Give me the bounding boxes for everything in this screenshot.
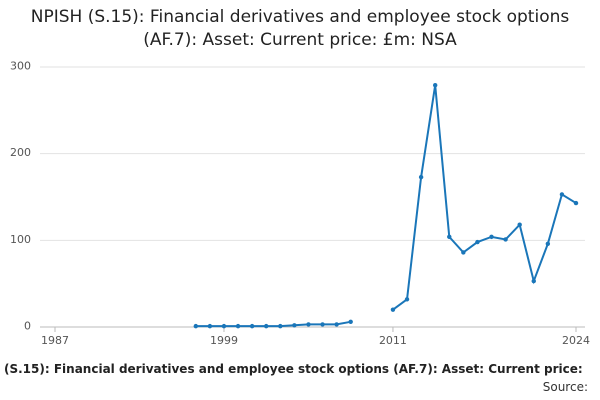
point (235, 323, 241, 329)
point (193, 323, 199, 329)
point (531, 278, 536, 284)
point (390, 307, 396, 312)
point (447, 234, 452, 240)
point (573, 200, 579, 206)
y-tick-label: 300 (10, 60, 31, 73)
point (348, 319, 353, 324)
point (320, 322, 325, 327)
point (503, 237, 508, 242)
line (195, 85, 577, 328)
point (221, 323, 227, 329)
y-tick-label: 0 (24, 320, 31, 333)
point (489, 234, 494, 240)
point (249, 323, 255, 329)
source: Source: (542, 380, 588, 394)
x-tick-label: 1987 (41, 334, 69, 347)
chart-title: NPISH (S.15): Financial derivatives and … (30, 7, 570, 50)
y-tick-label: 200 (10, 146, 31, 159)
point (432, 83, 438, 88)
point (461, 250, 466, 255)
point (517, 222, 522, 227)
y-tick-label: 100 (10, 233, 31, 246)
point (207, 323, 213, 329)
point (475, 239, 480, 245)
x-tick-label: 2024 (562, 334, 590, 347)
point (334, 322, 339, 327)
point (306, 322, 311, 327)
point (418, 174, 424, 180)
point (292, 323, 297, 328)
x-tick-label: 2011 (379, 334, 407, 347)
point (404, 297, 410, 302)
point (278, 323, 283, 329)
point (559, 192, 565, 197)
point (264, 323, 269, 329)
point (545, 241, 551, 246)
footer: (S.15): Financial derivatives and employ… (4, 362, 583, 376)
x-tick-label: 1999 (210, 334, 238, 347)
